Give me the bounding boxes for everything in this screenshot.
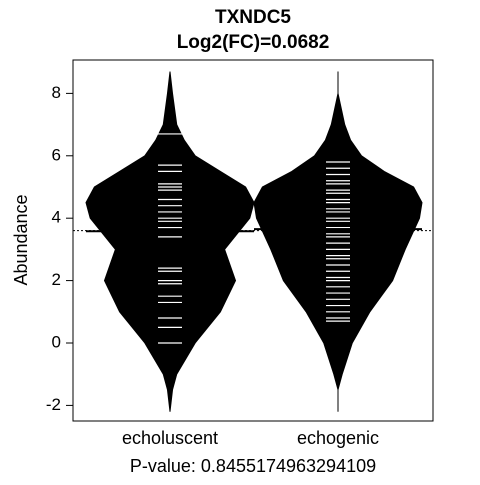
bean-half: [85, 71, 171, 412]
y-axis-label: Abundance: [11, 194, 31, 285]
y-tick-label: 4: [52, 208, 61, 227]
plot-frame: [72, 59, 434, 422]
y-tick-label: 0: [52, 332, 61, 351]
bean-half: [169, 71, 255, 412]
x-axis-label: P-value: 0.8455174963294109: [130, 456, 376, 476]
y-tick-label: 2: [52, 270, 61, 289]
x-tick-label: echoluscent: [122, 428, 218, 448]
y-tick-label: 6: [52, 145, 61, 164]
y-tick-label: -2: [46, 395, 61, 414]
bean-half: [337, 71, 423, 412]
chart-subtitle: Log2(FC)=0.0682: [177, 32, 330, 53]
bean-half: [253, 71, 339, 412]
y-tick-label: 8: [52, 83, 61, 102]
x-tick-label: echogenic: [297, 428, 379, 448]
chart-title: TXNDC5: [215, 7, 291, 28]
